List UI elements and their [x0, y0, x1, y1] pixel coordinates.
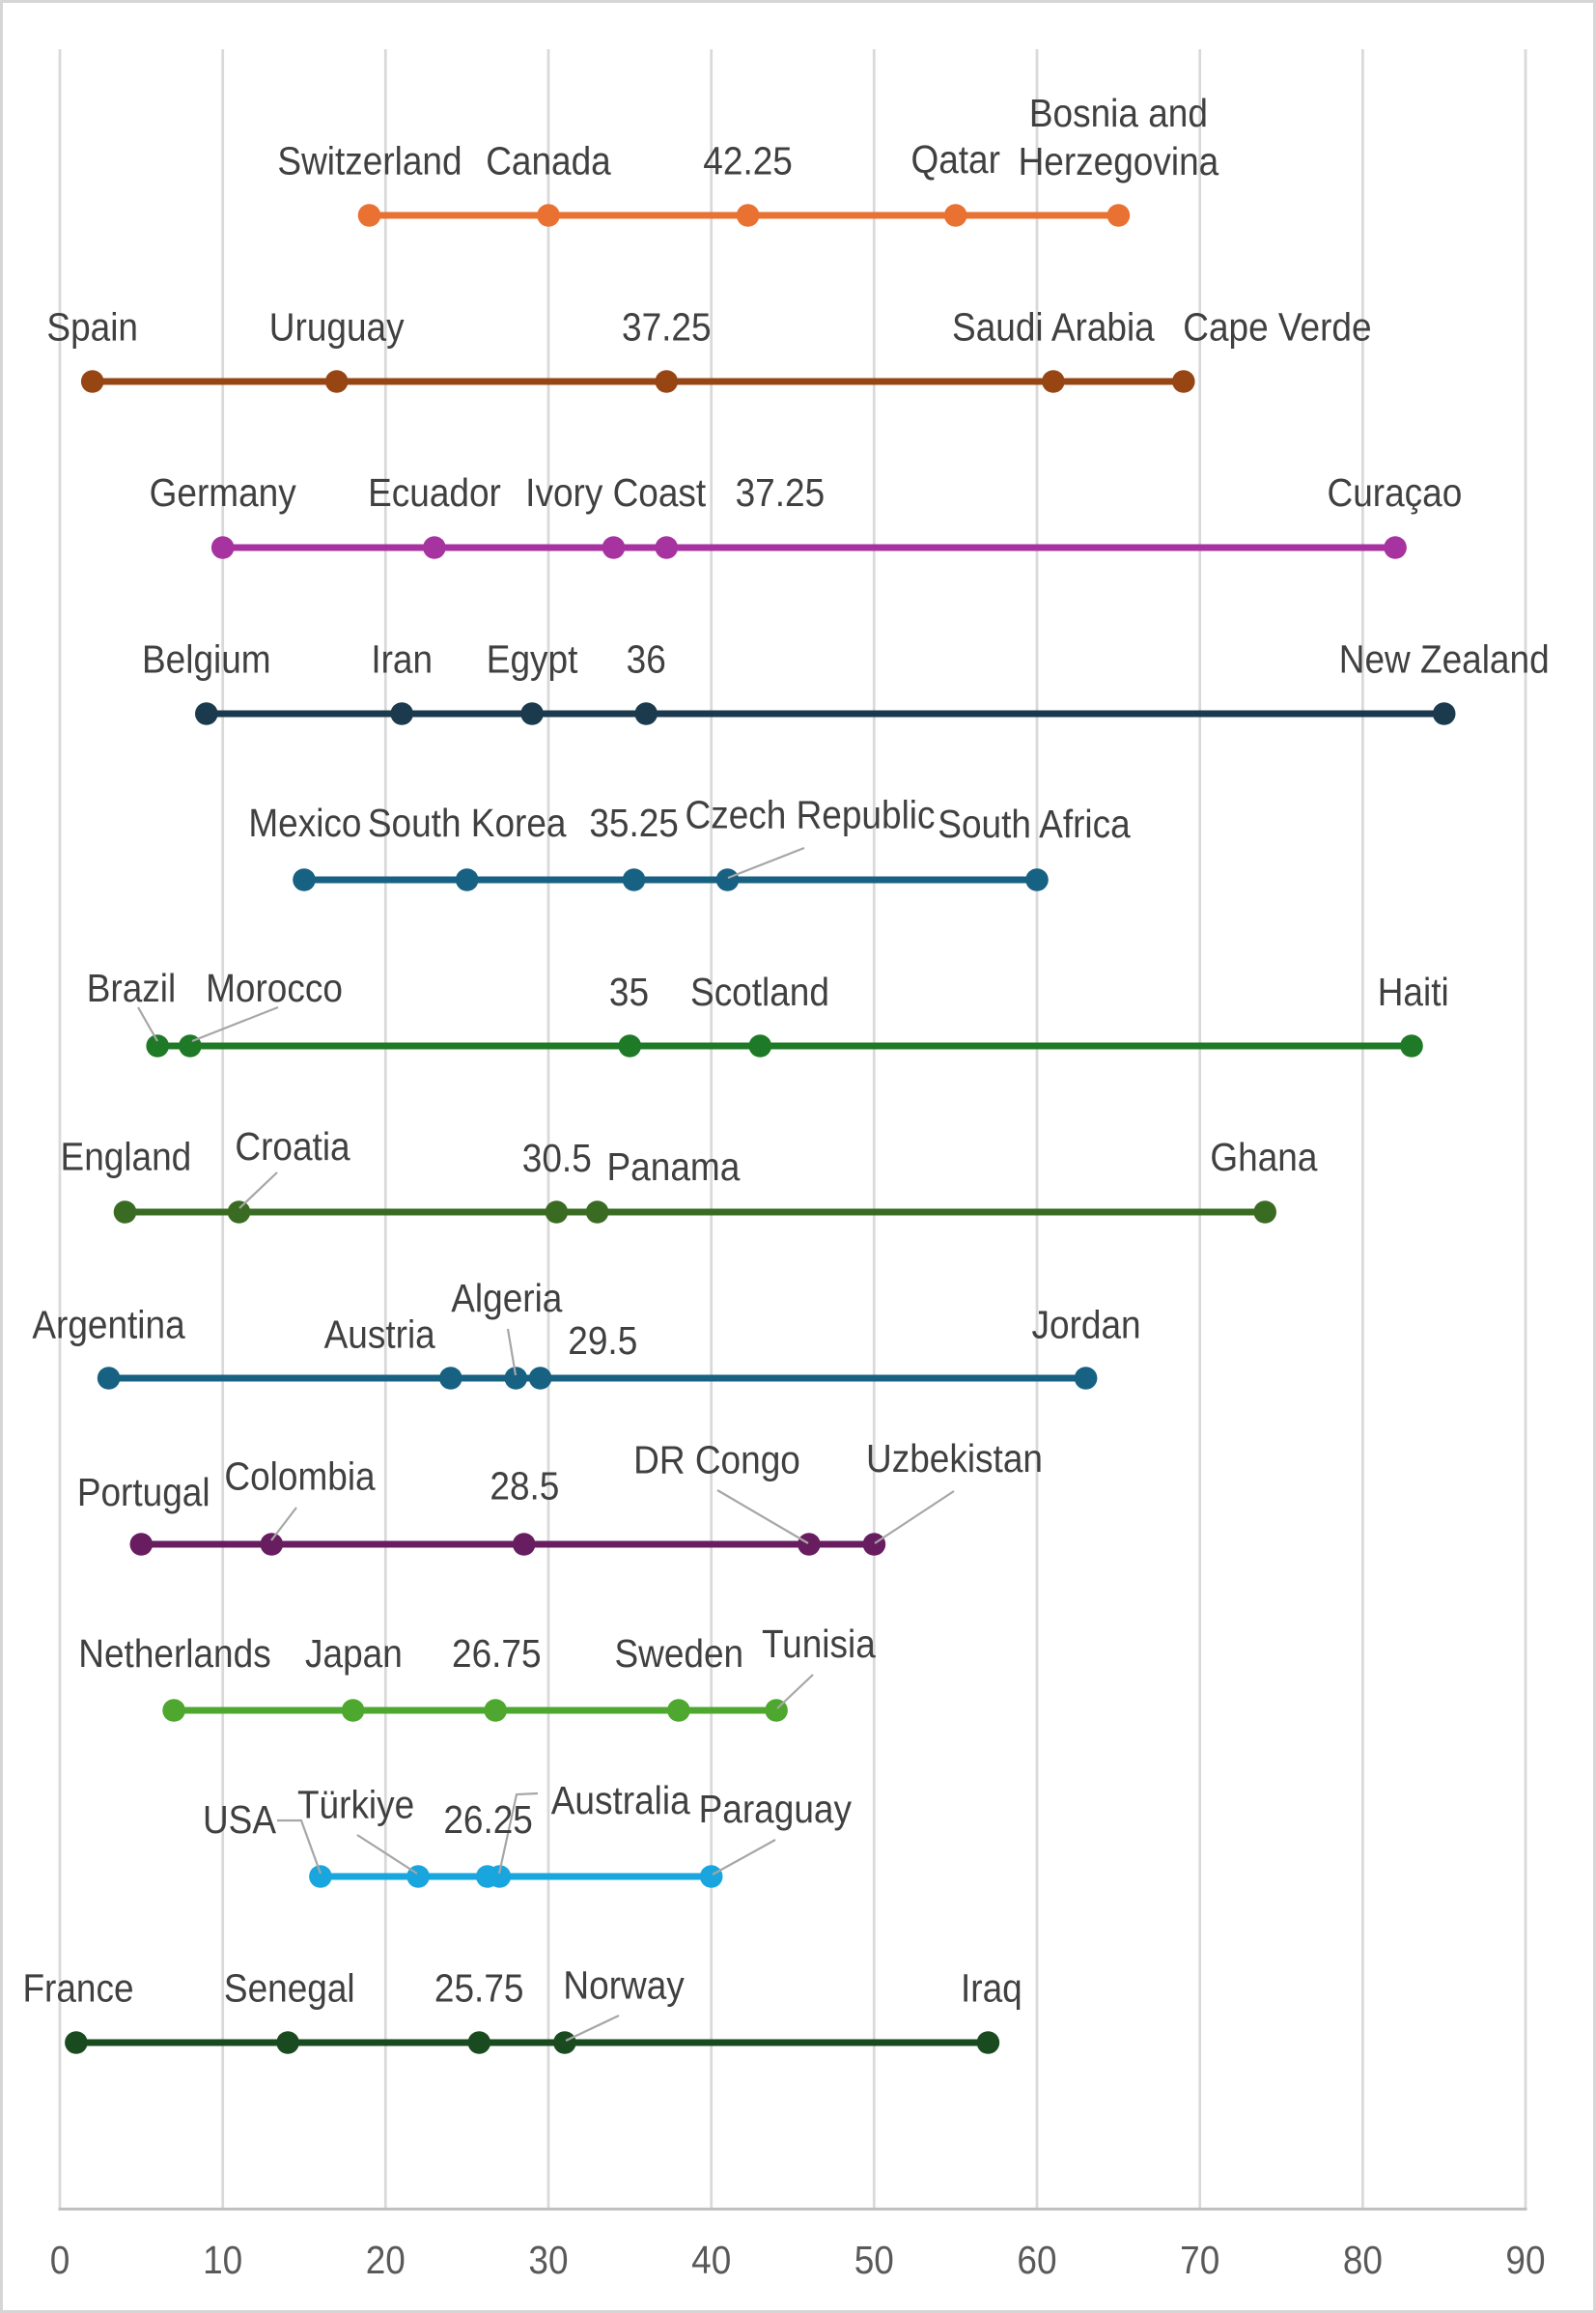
svg-text:New Zealand: New Zealand — [1339, 638, 1550, 682]
svg-text:50: 50 — [854, 2239, 894, 2282]
svg-text:29.5: 29.5 — [568, 1319, 637, 1363]
svg-text:Portugal: Portugal — [77, 1471, 210, 1514]
svg-text:Iraq: Iraq — [961, 1967, 1022, 2011]
svg-text:10: 10 — [203, 2239, 242, 2282]
svg-text:30.5: 30.5 — [522, 1138, 592, 1181]
svg-text:90: 90 — [1505, 2239, 1545, 2282]
svg-text:Scotland: Scotland — [690, 971, 829, 1014]
svg-text:Curaçao: Curaçao — [1328, 472, 1463, 516]
svg-text:28.5: 28.5 — [490, 1465, 559, 1509]
svg-text:Ghana: Ghana — [1210, 1136, 1317, 1179]
svg-text:Uruguay: Uruguay — [269, 306, 405, 350]
svg-text:0: 0 — [50, 2239, 70, 2282]
svg-text:Iran: Iran — [371, 638, 433, 682]
svg-text:36: 36 — [627, 638, 666, 682]
svg-text:Qatar: Qatar — [910, 138, 1000, 182]
svg-text:Morocco: Morocco — [206, 967, 343, 1010]
svg-text:South Korea: South Korea — [368, 802, 567, 845]
svg-text:DR Congo: DR Congo — [633, 1439, 800, 1482]
svg-text:Japan: Japan — [305, 1633, 403, 1677]
svg-text:Netherlands: Netherlands — [78, 1633, 270, 1677]
svg-text:Spain: Spain — [46, 306, 138, 350]
svg-text:Brazil: Brazil — [87, 967, 176, 1010]
svg-text:26.75: 26.75 — [452, 1633, 542, 1677]
svg-text:37.25: 37.25 — [736, 472, 826, 516]
svg-text:Colombia: Colombia — [224, 1455, 376, 1499]
svg-text:20: 20 — [366, 2239, 406, 2282]
svg-text:Switzerland: Switzerland — [277, 140, 462, 183]
svg-text:Bosnia and: Bosnia and — [1029, 92, 1208, 135]
svg-text:Ecuador: Ecuador — [368, 472, 501, 516]
svg-text:35.25: 35.25 — [589, 802, 679, 845]
svg-text:Herzegovina: Herzegovina — [1019, 140, 1219, 183]
svg-text:30: 30 — [528, 2239, 568, 2282]
svg-text:Argentina: Argentina — [32, 1304, 185, 1347]
svg-text:35: 35 — [609, 971, 649, 1014]
svg-text:Austria: Austria — [324, 1313, 435, 1357]
svg-text:25.75: 25.75 — [434, 1967, 524, 2011]
svg-text:Germany: Germany — [150, 472, 297, 516]
svg-text:Panama: Panama — [607, 1145, 741, 1189]
svg-text:Algeria: Algeria — [451, 1277, 562, 1320]
svg-text:Türkiye: Türkiye — [297, 1784, 414, 1827]
svg-text:Australia: Australia — [551, 1780, 690, 1823]
svg-text:Saudi Arabia: Saudi Arabia — [952, 306, 1155, 350]
svg-text:South Africa: South Africa — [938, 803, 1131, 846]
svg-text:60: 60 — [1017, 2239, 1056, 2282]
svg-text:Uzbekistan: Uzbekistan — [866, 1437, 1043, 1481]
svg-text:Egypt: Egypt — [487, 638, 578, 682]
svg-text:Senegal: Senegal — [224, 1967, 355, 2011]
svg-text:26.25: 26.25 — [443, 1798, 533, 1842]
svg-text:37.25: 37.25 — [622, 306, 712, 350]
svg-text:England: England — [61, 1136, 192, 1179]
svg-text:Jordan: Jordan — [1032, 1304, 1141, 1347]
svg-text:40: 40 — [691, 2239, 731, 2282]
svg-text:Ivory Coast: Ivory Coast — [525, 472, 706, 516]
svg-text:70: 70 — [1180, 2239, 1219, 2282]
svg-text:Belgium: Belgium — [142, 638, 271, 682]
svg-text:42.25: 42.25 — [703, 140, 793, 183]
svg-text:Mexico: Mexico — [248, 802, 361, 845]
svg-text:France: France — [22, 1967, 133, 2011]
svg-text:Tunisia: Tunisia — [762, 1622, 876, 1666]
svg-text:Czech Republic: Czech Republic — [685, 794, 935, 837]
svg-text:Haiti: Haiti — [1378, 971, 1449, 1014]
svg-text:Sweden: Sweden — [614, 1633, 743, 1677]
svg-text:Norway: Norway — [563, 1964, 685, 2008]
svg-text:Paraguay: Paraguay — [699, 1788, 853, 1831]
svg-text:Canada: Canada — [486, 140, 611, 183]
svg-text:80: 80 — [1343, 2239, 1383, 2282]
svg-text:USA: USA — [203, 1798, 276, 1842]
svg-text:Cape Verde: Cape Verde — [1183, 306, 1371, 350]
svg-text:Croatia: Croatia — [235, 1126, 350, 1170]
